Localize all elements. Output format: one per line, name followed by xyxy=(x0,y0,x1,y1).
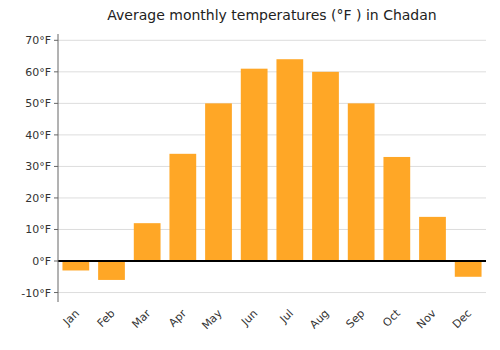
zero-line xyxy=(58,260,486,262)
tick-mark xyxy=(54,292,58,293)
tick-label: Apr xyxy=(166,307,189,330)
chart: Average monthly temperatures (°F ) in Ch… xyxy=(0,0,500,350)
bar xyxy=(62,261,89,270)
tick-mark xyxy=(54,229,58,230)
tick-label: 70°F xyxy=(25,34,51,47)
bar xyxy=(276,59,303,261)
tick-label: 40°F xyxy=(25,129,51,142)
y-axis-line xyxy=(58,34,59,302)
tick-label: Jun xyxy=(238,307,260,329)
tick-label: Nov xyxy=(414,307,439,332)
bars xyxy=(62,59,481,280)
tick-label: 30°F xyxy=(25,160,51,173)
grid xyxy=(58,40,486,292)
bar xyxy=(312,72,339,261)
bar xyxy=(169,154,196,261)
tick-label: Mar xyxy=(129,307,153,331)
bar xyxy=(205,103,232,261)
bar xyxy=(348,103,375,261)
grid-line xyxy=(58,166,486,167)
tick-mark xyxy=(54,40,58,41)
bar xyxy=(241,69,268,261)
tick-label: 50°F xyxy=(25,97,51,110)
tick-label: 10°F xyxy=(25,223,51,236)
grid-line xyxy=(58,197,486,198)
title: Average monthly temperatures (°F ) in Ch… xyxy=(107,7,436,23)
tick-mark xyxy=(54,103,58,104)
grid-line xyxy=(58,103,486,104)
tick-label: Oct xyxy=(380,306,403,329)
tick-mark xyxy=(54,197,58,198)
tick-label: Dec xyxy=(450,307,474,331)
grid-line xyxy=(58,40,486,41)
tick-label: 20°F xyxy=(25,192,51,205)
tick-label: May xyxy=(199,307,225,333)
tick-mark xyxy=(54,166,58,167)
tick-mark xyxy=(54,261,58,262)
grid-line xyxy=(58,292,486,293)
grid-line xyxy=(58,134,486,135)
grid-line xyxy=(58,261,486,262)
tick-label: 0°F xyxy=(32,255,51,268)
tick-mark xyxy=(54,134,58,135)
bar xyxy=(455,261,482,277)
bar xyxy=(134,223,161,261)
tick-label: Feb xyxy=(95,307,118,330)
tick-label: 60°F xyxy=(25,66,51,79)
bar xyxy=(383,157,410,261)
tick-label: Jul xyxy=(277,307,296,326)
tick-label: Sep xyxy=(343,307,367,331)
tick-mark xyxy=(54,71,58,72)
chart-container: Average monthly temperatures (°F ) in Ch… xyxy=(0,0,500,350)
bar xyxy=(419,217,446,261)
bar xyxy=(98,261,125,280)
tick-label: -10°F xyxy=(21,287,51,300)
tick-label: Jan xyxy=(60,307,82,329)
y-axis: -10°F 0°F 10°F 20°F 30°F 40°F 50°F 60°F 70°F xyxy=(21,34,58,299)
tick-label: Aug xyxy=(307,307,331,331)
x-axis: Jan Feb Mar Apr May Jun Jul Aug Sep Oct Nov Dec xyxy=(60,306,474,332)
grid-line xyxy=(58,71,486,72)
